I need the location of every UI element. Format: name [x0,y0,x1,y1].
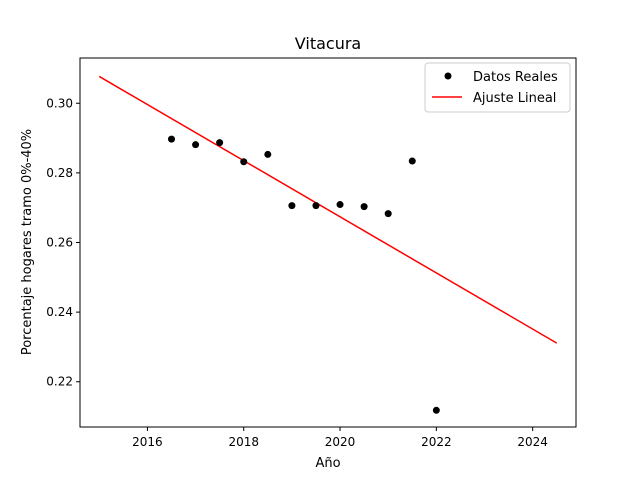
x-tick-label: 2024 [517,435,548,449]
data-point [264,150,272,158]
chart-title: Vitacura [295,34,361,53]
y-tick-label: 0.30 [46,96,73,110]
axes-frame [79,57,577,428]
y-tick-label: 0.22 [46,375,73,389]
y-tick-label: 0.26 [46,236,73,250]
fit-line-ajuste-lineal [98,75,558,344]
x-tick-label: 2016 [132,435,163,449]
legend: Datos Reales Ajuste Lineal [424,62,571,113]
data-point [360,203,368,211]
data-point [312,202,320,210]
y-axis: 0.22 0.24 0.26 0.28 0.30 [46,96,80,389]
x-axis-label: Año [315,456,340,471]
y-tick-label: 0.24 [46,305,73,319]
y-axis-label: Porcentaje hogares tramo 0%-40% [20,129,35,355]
data-point [336,201,344,209]
legend-label-datos-reales: Datos Reales [473,70,558,85]
data-point [384,210,392,218]
data-point [192,141,200,149]
legend-box [424,62,571,113]
x-tick-label: 2022 [421,435,452,449]
data-point [216,139,224,147]
x-tick-label: 2018 [228,435,259,449]
data-point [288,202,296,210]
data-point [240,158,248,166]
y-tick-label: 0.28 [46,166,73,180]
plot-area [98,75,558,414]
legend-marker-datos-reales [444,72,452,80]
data-point [408,157,416,165]
data-point [432,406,440,414]
x-axis: 2016 2018 2020 2022 2024 [132,427,548,449]
x-tick-label: 2020 [325,435,356,449]
legend-label-ajuste-lineal: Ajuste Lineal [473,91,556,106]
data-point [167,135,175,143]
